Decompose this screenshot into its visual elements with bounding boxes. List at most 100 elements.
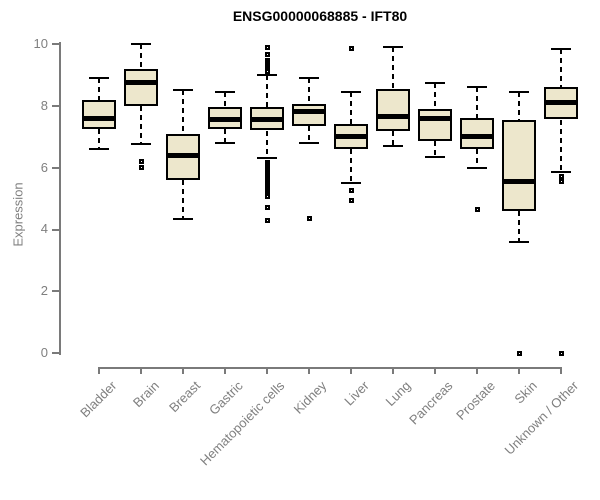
box-lung: [376, 89, 410, 131]
median-line: [544, 100, 578, 105]
upper-whisker-cap: [257, 74, 277, 76]
upper-whisker: [392, 47, 394, 89]
x-tick-label: Breast: [166, 378, 204, 416]
box-prostate: [460, 118, 494, 149]
outlier-point: [349, 198, 354, 203]
lower-whisker: [182, 180, 184, 219]
median-line: [502, 179, 536, 184]
upper-whisker-cap: [173, 89, 193, 91]
box-kidney: [292, 104, 326, 126]
upper-whisker-cap: [509, 91, 529, 93]
lower-whisker-cap: [89, 148, 109, 150]
y-tick-label: 10: [33, 36, 48, 51]
x-axis-tick: [434, 367, 436, 374]
x-tick-label: Liver: [341, 378, 372, 409]
median-line: [418, 116, 452, 121]
lower-whisker-cap: [299, 142, 319, 144]
upper-whisker: [434, 83, 436, 109]
y-tick-label: 4: [40, 221, 48, 236]
lower-whisker-cap: [551, 171, 571, 173]
y-axis-tick: [52, 43, 59, 45]
outlier-point: [265, 52, 270, 57]
outlier-point: [139, 165, 144, 170]
x-tick-label: Gastric: [205, 378, 246, 418]
lower-whisker-cap: [383, 145, 403, 147]
upper-whisker: [98, 78, 100, 100]
outlier-point: [559, 179, 564, 184]
y-axis: [59, 42, 61, 355]
outlier-point: [265, 194, 270, 199]
outlier-point: [307, 216, 312, 221]
upper-whisker: [518, 92, 520, 120]
x-tick-label: Unknown / Other: [502, 378, 582, 458]
y-axis-tick: [52, 105, 59, 107]
upper-whisker: [182, 90, 184, 133]
upper-whisker: [308, 78, 310, 104]
outlier-point: [349, 188, 354, 193]
upper-whisker: [350, 92, 352, 124]
lower-whisker: [140, 106, 142, 145]
lower-whisker: [350, 149, 352, 183]
y-axis-tick: [52, 229, 59, 231]
upper-whisker: [560, 49, 562, 88]
x-axis-tick: [140, 367, 142, 374]
outlier-point: [265, 69, 270, 74]
box-bladder: [82, 100, 116, 129]
outlier-point: [139, 159, 144, 164]
y-axis-tick: [52, 290, 59, 292]
x-axis-tick: [224, 367, 226, 374]
upper-whisker-cap: [89, 77, 109, 79]
upper-whisker-cap: [467, 86, 487, 88]
x-axis-tick: [350, 367, 352, 374]
lower-whisker: [392, 131, 394, 146]
x-tick-label: Prostate: [452, 378, 498, 423]
outlier-point: [265, 205, 270, 210]
median-line: [250, 117, 284, 122]
x-tick-label: Pancreas: [406, 378, 456, 428]
outlier-point: [559, 174, 564, 179]
lower-whisker-cap: [509, 241, 529, 243]
upper-whisker-cap: [299, 77, 319, 79]
lower-whisker-cap: [173, 218, 193, 220]
median-line: [208, 117, 242, 122]
lower-whisker-cap: [257, 157, 277, 159]
median-line: [334, 134, 368, 139]
y-tick-label: 0: [40, 345, 48, 360]
x-tick-label: Bladder: [77, 378, 120, 421]
x-axis-tick: [476, 367, 478, 374]
lower-whisker-cap: [341, 182, 361, 184]
outlier-point: [559, 351, 564, 356]
box-skin: [502, 120, 536, 211]
x-axis-tick: [518, 367, 520, 374]
lower-whisker: [98, 129, 100, 149]
lower-whisker: [434, 141, 436, 156]
x-axis-tick: [560, 367, 562, 374]
median-line: [376, 114, 410, 119]
outlier-point: [265, 45, 270, 50]
lower-whisker: [476, 149, 478, 168]
lower-whisker: [266, 131, 268, 159]
lower-whisker: [560, 120, 562, 173]
y-axis-tick: [52, 167, 59, 169]
lower-whisker-cap: [131, 143, 151, 145]
upper-whisker-cap: [131, 43, 151, 45]
upper-whisker: [476, 87, 478, 118]
upper-whisker-cap: [551, 48, 571, 50]
outlier-point: [349, 46, 354, 51]
box-pancreas: [418, 109, 452, 141]
upper-whisker-cap: [425, 82, 445, 84]
x-tick-label: Brain: [129, 378, 162, 411]
chart-title: ENSG00000068885 - IFT80: [232, 8, 408, 24]
x-axis-tick: [392, 367, 394, 374]
upper-whisker-cap: [341, 91, 361, 93]
upper-whisker-cap: [215, 91, 235, 93]
x-axis-tick: [98, 367, 100, 374]
lower-whisker-cap: [467, 167, 487, 169]
y-tick-label: 6: [40, 160, 48, 175]
x-axis: [98, 367, 562, 369]
upper-whisker: [140, 44, 142, 69]
outlier-point: [475, 207, 480, 212]
x-axis-tick: [266, 367, 268, 374]
median-line: [124, 80, 158, 85]
